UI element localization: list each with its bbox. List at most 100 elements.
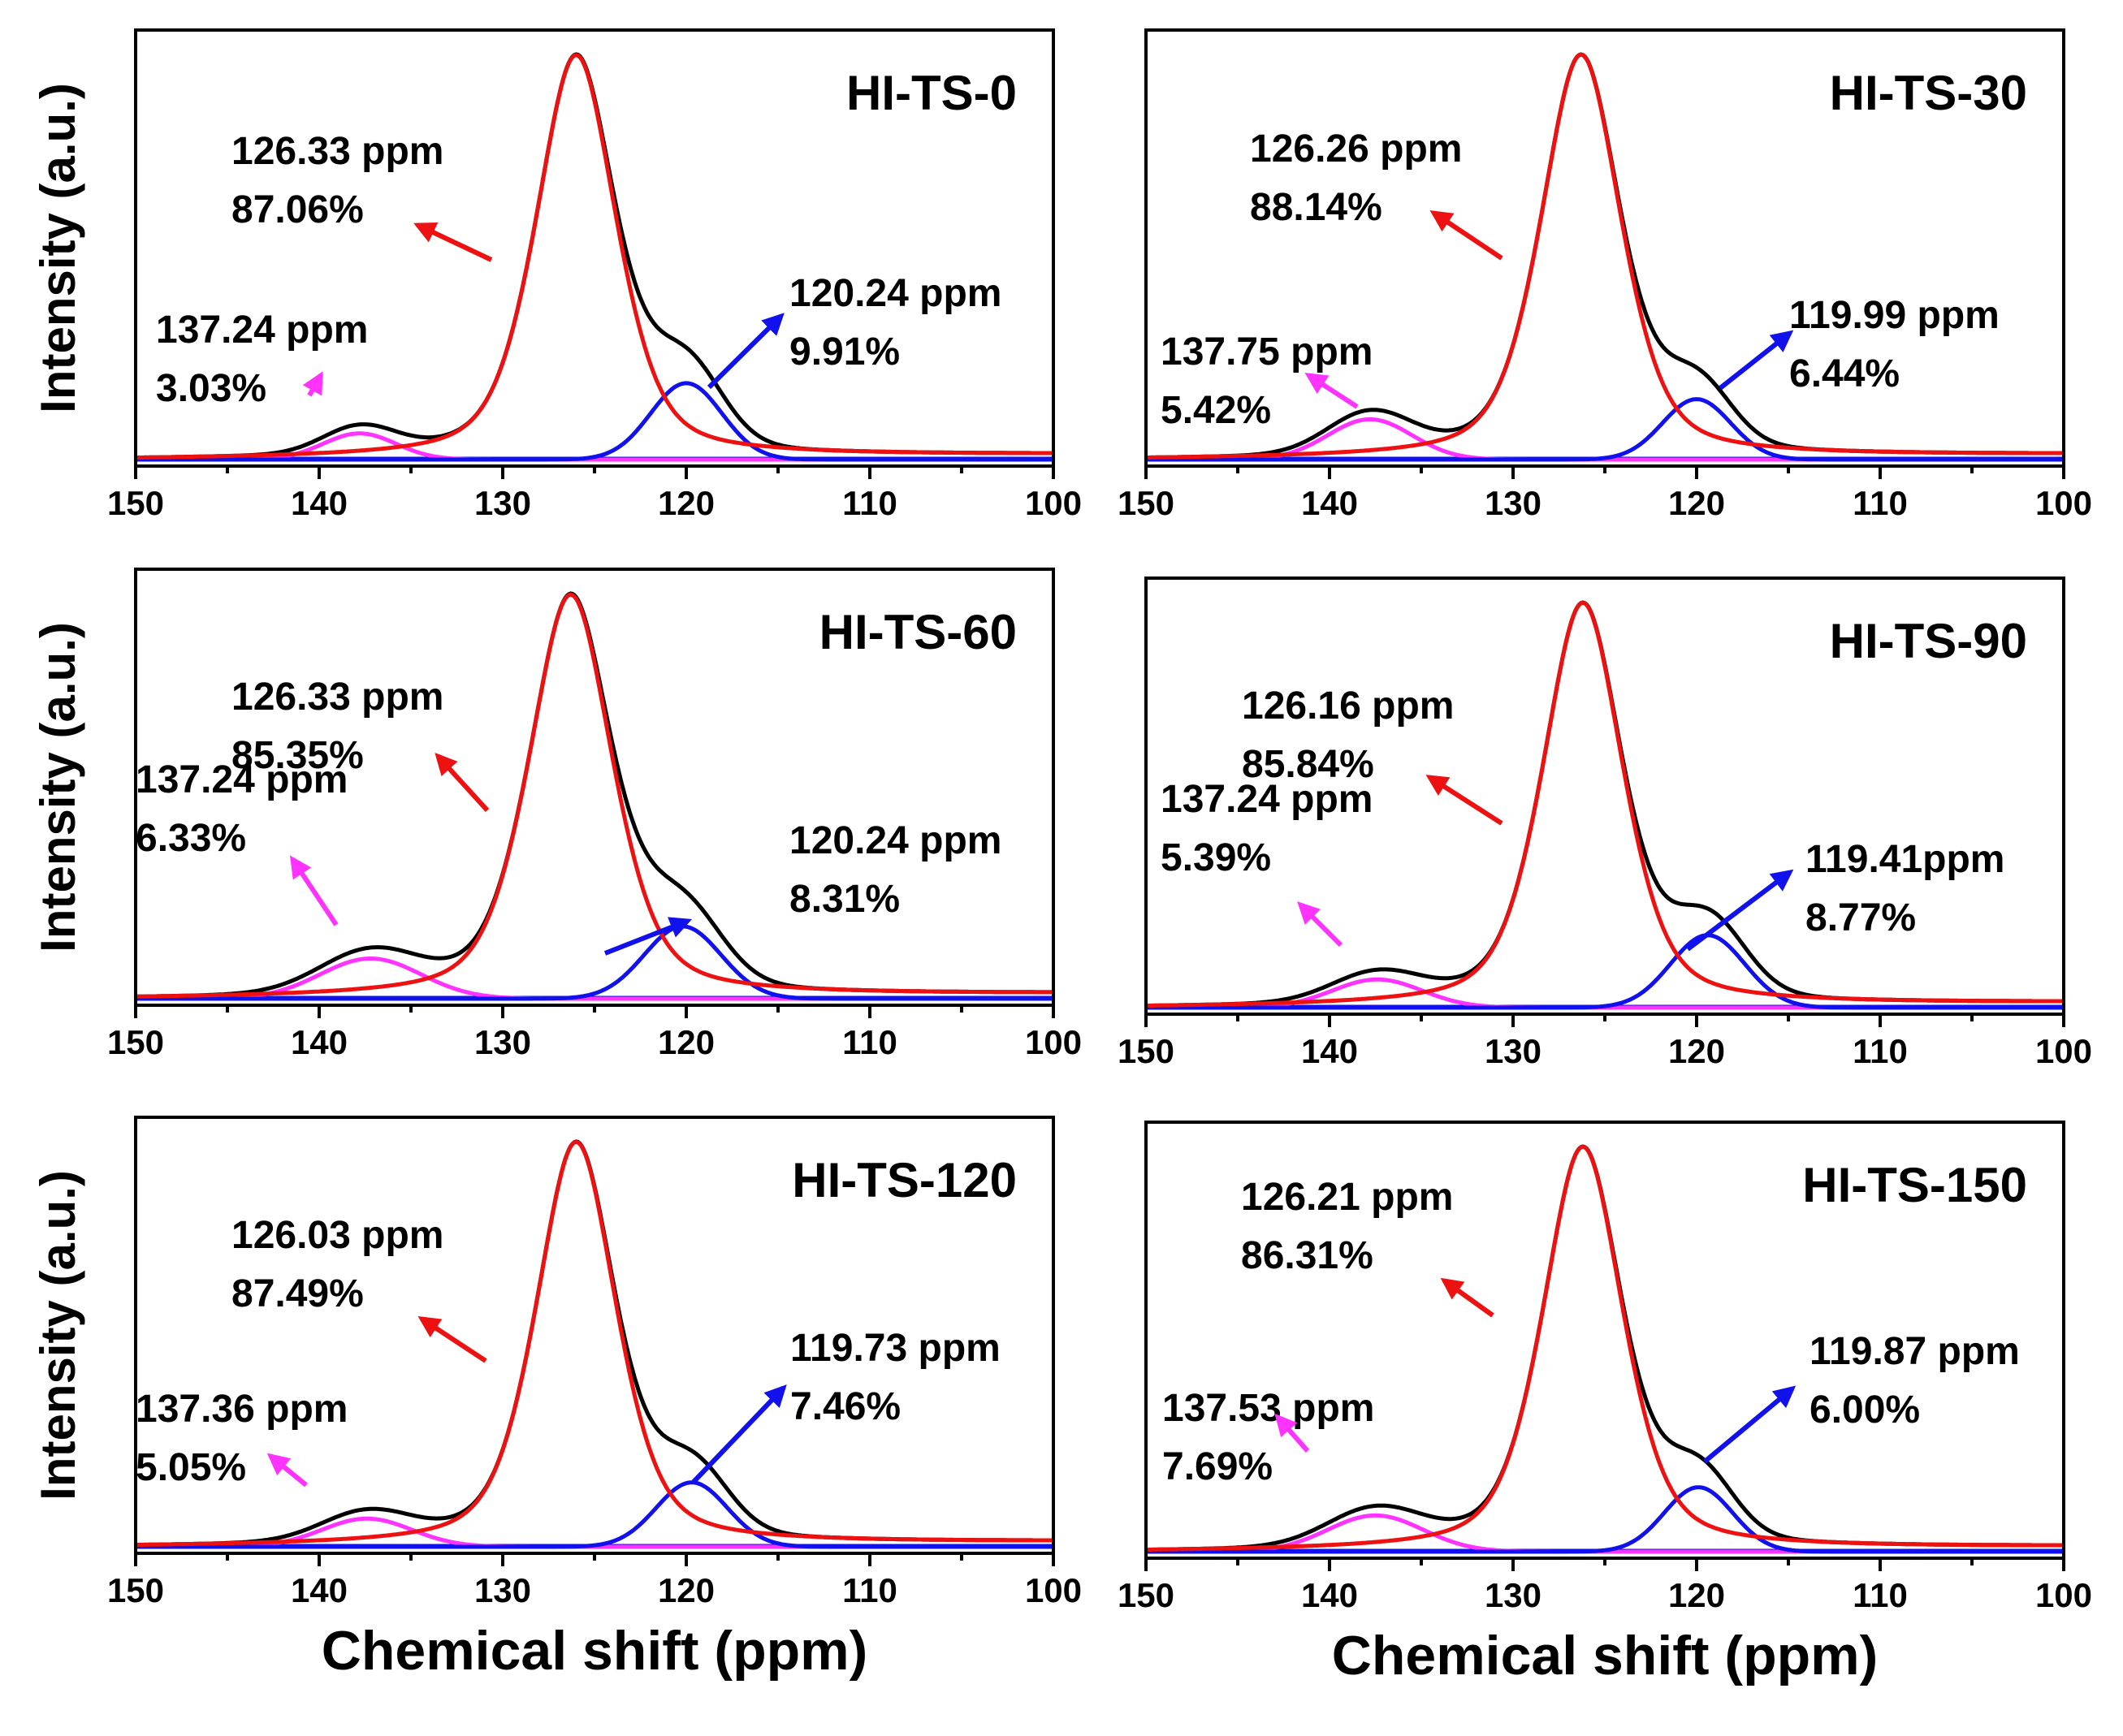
right-ppm-label: 119.99 ppm (1789, 294, 2000, 337)
side-arrow (1304, 373, 1359, 409)
panel-title: HI-TS-120 (792, 1153, 1017, 1207)
main-arrow (1429, 210, 1503, 261)
x-tick-label: 150 (107, 484, 164, 522)
x-tick-label: 140 (1301, 1032, 1358, 1070)
x-tick-label: 120 (1668, 1576, 1725, 1614)
x-tick-label: 130 (474, 484, 531, 522)
main-percent-label: 85.84% (1242, 743, 1374, 786)
side-percent-label: 7.69% (1162, 1445, 1273, 1488)
main-arrow (435, 753, 490, 813)
x-tick-label: 130 (1485, 1032, 1541, 1070)
x-tick-label: 110 (842, 1023, 897, 1061)
x-tick-label: 140 (291, 484, 348, 522)
main-peak-curve (135, 592, 1053, 999)
right-peak-curve (136, 1480, 1053, 1549)
y-axis-label: Intensity (a.u.) (31, 622, 85, 952)
main-ppm-label: 126.16 ppm (1242, 684, 1454, 728)
main-peak-curve (1145, 600, 2064, 1008)
right-percent-label: 9.91% (789, 330, 900, 374)
x-tick-label: 140 (291, 1023, 348, 1061)
right-peak-curve (136, 381, 1053, 462)
side-ppm-label: 137.24 ppm (1161, 778, 1373, 821)
side-arrow (302, 371, 323, 397)
panel-hi-ts-120: 150 140 130 120 110 100 HI-TS-120 126.03 ppm 87.… (31, 1116, 1082, 1682)
x-tick-label: 100 (2035, 484, 2092, 522)
x-tick-label: 150 (1118, 484, 1174, 522)
panel-title: HI-TS-0 (846, 66, 1017, 120)
main-peak-curve (136, 1139, 1053, 1548)
x-tick-label: 140 (1301, 1576, 1358, 1614)
x-tick-label: 150 (107, 1023, 164, 1061)
right-arrow (1686, 869, 1794, 952)
side-ppm-label: 137.53 ppm (1162, 1387, 1374, 1430)
side-arrow (1274, 1413, 1310, 1453)
x-tick-label: 110 (1853, 484, 1908, 522)
main-percent-label: 86.31% (1241, 1234, 1373, 1277)
x-tick-label: 110 (842, 1571, 897, 1609)
x-tick-label: 120 (1668, 484, 1725, 522)
main-ppm-label: 126.03 ppm (231, 1214, 443, 1257)
side-ppm-label: 137.75 ppm (1161, 330, 1373, 374)
side-arrow (266, 1453, 308, 1488)
panel-hi-ts-90: 150 140 130 120 110 100 HI-TS-90 126.16 ppm 85.8… (1118, 577, 2092, 1070)
panel-title: HI-TS-60 (819, 605, 1017, 659)
right-percent-label: 6.00% (1810, 1388, 1920, 1432)
x-axis-label: Chemical shift (ppm) (1332, 1625, 1879, 1686)
x-axis-label: Chemical shift (ppm) (322, 1620, 868, 1682)
x-tick-label: 150 (107, 1571, 164, 1609)
x-tick-label: 120 (1668, 1032, 1725, 1070)
right-peak-curve (1146, 933, 2064, 1010)
main-arrow (1440, 1277, 1494, 1318)
right-peak-curve (1146, 397, 2064, 462)
panel-hi-ts-0: 150 140 130 120 110 100 HI-TS-0 126.33 ppm 87.06… (31, 28, 1082, 522)
panel-title: HI-TS-150 (1802, 1158, 2027, 1212)
x-tick-label: 110 (1853, 1576, 1908, 1614)
side-percent-label: 6.33% (136, 817, 246, 860)
panel-hi-ts-150: 150 140 130 120 110 100 HI-TS-150 126.21 ppm 86.… (1118, 1121, 2092, 1686)
right-ppm-label: 120.24 ppm (789, 819, 1001, 862)
right-percent-label: 8.77% (1805, 896, 1916, 939)
x-tick-label: 140 (1301, 484, 1358, 522)
right-ppm-label: 119.87 ppm (1810, 1330, 2020, 1373)
right-arrow (1719, 330, 1794, 391)
main-ppm-label: 126.33 ppm (231, 676, 443, 719)
panel-title: HI-TS-30 (1830, 66, 2027, 120)
x-tick-label: 150 (1118, 1576, 1174, 1614)
right-ppm-label: 119.41ppm (1805, 838, 2004, 881)
main-percent-label: 87.06% (231, 188, 364, 231)
x-tick-label: 150 (1118, 1032, 1174, 1070)
main-arrow (1425, 775, 1503, 826)
x-tick-label: 110 (842, 484, 897, 522)
panel-title: HI-TS-90 (1830, 614, 2027, 668)
side-arrow (290, 855, 339, 926)
right-arrow (707, 313, 785, 390)
main-arrow (413, 222, 493, 262)
right-arrow (603, 917, 693, 956)
side-percent-label: 5.39% (1161, 836, 1271, 879)
x-tick-label: 100 (2035, 1032, 2092, 1070)
x-tick-label: 100 (1025, 484, 1082, 522)
main-percent-label: 88.14% (1250, 186, 1382, 229)
x-tick-label: 140 (291, 1571, 348, 1609)
x-tick-label: 110 (1853, 1032, 1908, 1070)
main-peak-curve (136, 53, 1053, 460)
panel-hi-ts-30: 150 140 130 120 110 100 HI-TS-30 126.26 ppm 88.1… (1118, 28, 2092, 522)
right-ppm-label: 119.73 ppm (790, 1327, 1001, 1370)
main-percent-label: 87.49% (231, 1272, 364, 1315)
panel-hi-ts-60: 150 140 130 120 110 100 HI-TS-60 126.33 ppm 85.3… (31, 568, 1082, 1061)
main-arrow (417, 1316, 487, 1363)
main-ppm-label: 126.33 ppm (231, 130, 443, 173)
right-arrow (691, 1384, 787, 1484)
x-tick-label: 130 (474, 1023, 531, 1061)
side-percent-label: 5.42% (1161, 389, 1271, 432)
right-percent-label: 7.46% (790, 1385, 901, 1428)
side-ppm-label: 137.36 ppm (136, 1388, 348, 1431)
x-tick-label: 130 (1485, 484, 1541, 522)
side-ppm-label: 137.24 ppm (156, 309, 368, 352)
right-ppm-label: 120.24 ppm (789, 272, 1001, 315)
x-tick-label: 100 (2035, 1576, 2092, 1614)
main-ppm-label: 126.26 ppm (1250, 127, 1462, 171)
main-ppm-label: 126.21 ppm (1241, 1176, 1453, 1219)
side-arrow (1297, 901, 1343, 948)
